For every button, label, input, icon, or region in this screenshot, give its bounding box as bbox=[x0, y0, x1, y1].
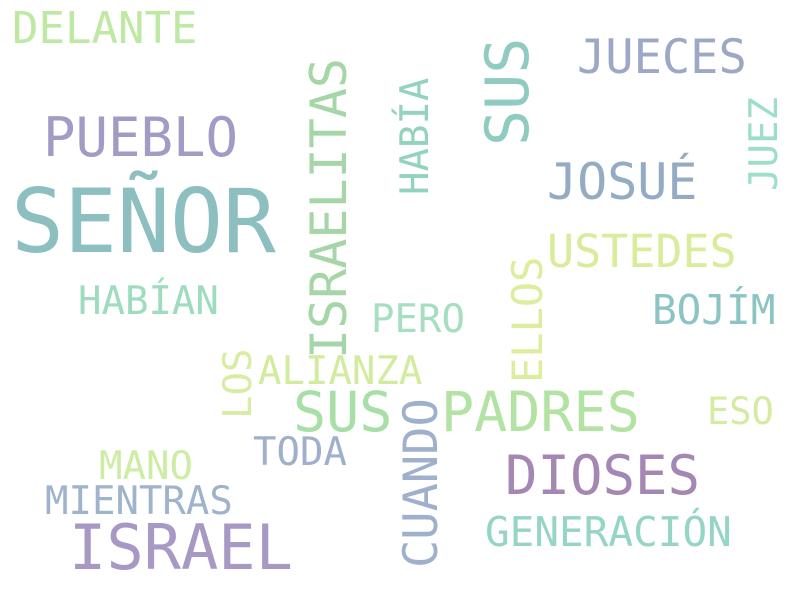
word-delante: DELANTE bbox=[12, 3, 198, 54]
word-mano: MANO bbox=[99, 444, 193, 489]
word-los: LOS bbox=[216, 348, 261, 419]
word-sus-vertical: SUS bbox=[473, 37, 543, 146]
word-pueblo: PUEBLO bbox=[43, 106, 239, 169]
word-toda: TODA bbox=[253, 430, 347, 475]
word-generacion: GENERACIÓN bbox=[485, 508, 732, 556]
word-habia: HABÍA bbox=[393, 77, 438, 195]
word-israelitas: ISRAELITAS bbox=[300, 57, 358, 359]
word-senor: SEÑOR bbox=[11, 170, 276, 273]
word-habian: HABÍAN bbox=[78, 279, 219, 324]
word-josue: JOSUÉ bbox=[547, 153, 698, 211]
word-ustedes: USTEDES bbox=[547, 225, 737, 278]
word-pero: PERO bbox=[371, 297, 465, 342]
word-eso: ESO bbox=[707, 390, 774, 433]
word-juez: JUEZ bbox=[742, 97, 787, 191]
word-jueces: JUECES bbox=[577, 30, 747, 85]
word-alianza: ALIANZA bbox=[258, 349, 423, 394]
word-padres: PADRES bbox=[441, 380, 640, 444]
word-bojim: BOJÍM bbox=[652, 286, 776, 334]
word-israel: ISRAEL bbox=[69, 511, 293, 584]
word-cuando: CUANDO bbox=[394, 398, 449, 568]
word-sus-horizontal: SUS bbox=[293, 380, 393, 444]
word-dioses: DIOSES bbox=[505, 444, 701, 507]
word-ellos: ELLOS bbox=[503, 256, 552, 383]
word-mientras: MIENTRAS bbox=[45, 479, 233, 524]
